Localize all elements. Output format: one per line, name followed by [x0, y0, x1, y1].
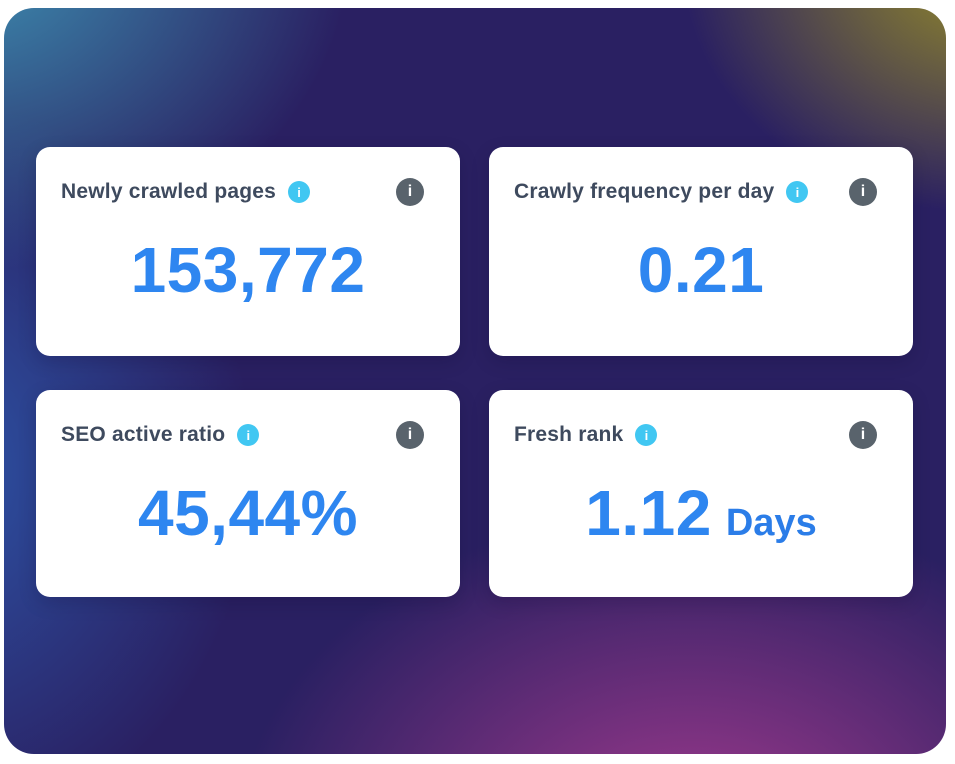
card-title: SEO active ratio: [61, 423, 226, 446]
metric-unit: Days: [725, 502, 817, 544]
metric-card-fresh-rank: Fresh rank i i 1.12 Days: [489, 390, 913, 597]
metric-value-row: 0.21: [509, 237, 893, 303]
card-title: Newly crawled pages: [61, 180, 277, 203]
metric-card-crawl-frequency-per-day: Crawly frequency per day i i 0.21: [489, 147, 913, 356]
metric-value: 45,44%: [137, 477, 359, 549]
card-header: Newly crawled pages i i: [61, 177, 424, 207]
metric-value: 153,772: [130, 234, 366, 306]
card-title: Fresh rank: [514, 423, 624, 446]
metrics-grid: Newly crawled pages i i 153,772 Crawly f…: [36, 147, 913, 597]
info-icon[interactable]: i: [849, 421, 877, 449]
metric-value: 1.12: [585, 477, 712, 549]
card-title-wrap: Newly crawled pages i: [61, 177, 311, 207]
card-header: Crawly frequency per day i i: [514, 177, 877, 207]
info-icon[interactable]: i: [288, 181, 311, 203]
card-header: Fresh rank i i: [514, 420, 877, 450]
info-icon[interactable]: i: [396, 421, 424, 449]
metric-value-row: 45,44%: [56, 480, 440, 546]
card-title-wrap: Crawly frequency per day i: [514, 177, 809, 207]
info-icon[interactable]: i: [237, 424, 260, 446]
metric-value-row: 153,772: [56, 237, 440, 303]
card-title-wrap: Fresh rank i: [514, 420, 658, 450]
card-header: SEO active ratio i i: [61, 420, 424, 450]
card-title-wrap: SEO active ratio i: [61, 420, 260, 450]
metric-card-newly-crawled-pages: Newly crawled pages i i 153,772: [36, 147, 460, 356]
metric-value-row: 1.12 Days: [509, 480, 893, 546]
metric-value: 0.21: [637, 234, 765, 306]
info-icon[interactable]: i: [396, 178, 424, 206]
info-icon[interactable]: i: [849, 178, 877, 206]
info-icon[interactable]: i: [635, 424, 658, 446]
info-icon[interactable]: i: [786, 181, 809, 203]
metric-card-seo-active-ratio: SEO active ratio i i 45,44%: [36, 390, 460, 597]
card-title: Crawly frequency per day: [514, 180, 775, 203]
gradient-background: [4, 8, 946, 754]
